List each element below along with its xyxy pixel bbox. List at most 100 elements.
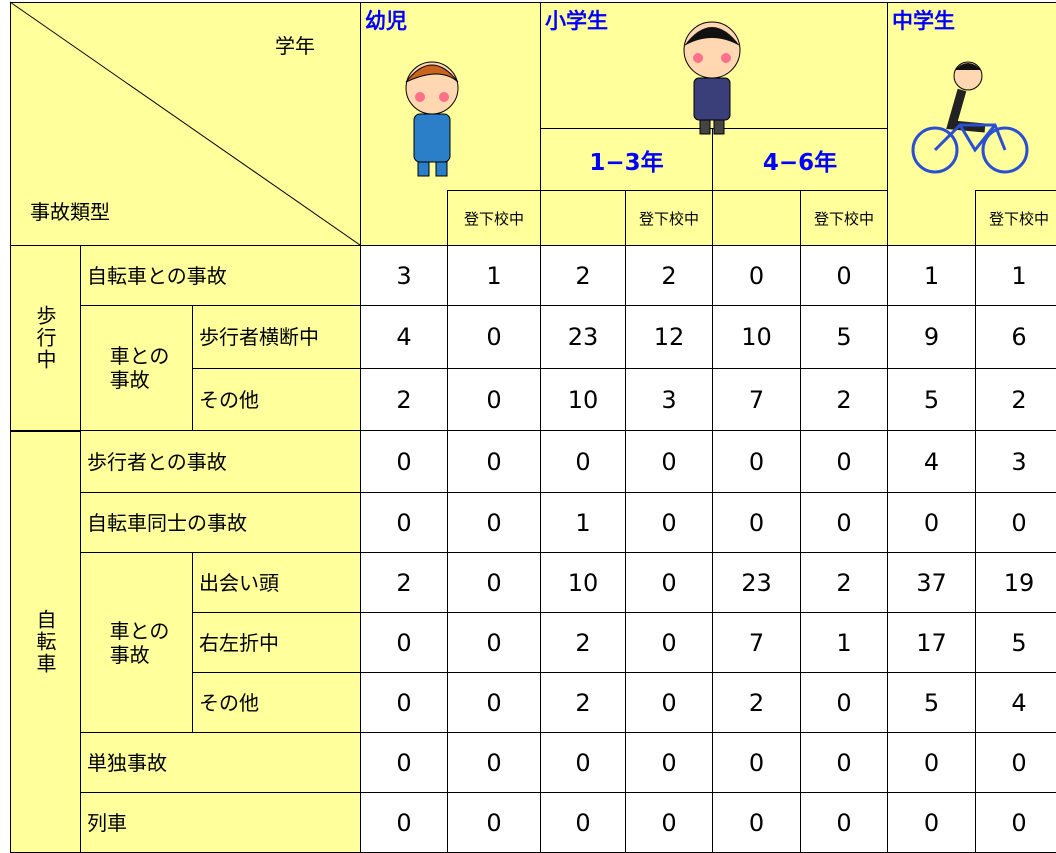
value-cell: 19 [975,552,1056,613]
value-cell: 6 [975,305,1056,369]
value-cell: 2 [540,672,626,733]
value-cell: 0 [447,672,541,733]
value-cell: 2 [540,612,626,673]
section-label: 自転車 [10,430,81,853]
grade-label: 学年 [275,34,315,58]
value-cell: 23 [712,552,801,613]
value-cell: 0 [800,492,888,553]
value-cell: 0 [360,732,448,793]
value-cell: 0 [975,732,1056,793]
row-label: 自転車同士の事故 [80,492,361,553]
value-cell: 5 [887,368,976,431]
value-cell: 0 [887,492,976,553]
value-cell: 0 [712,792,801,853]
value-cell: 1 [540,492,626,553]
value-cell: 4 [887,430,976,493]
value-cell: 0 [712,732,801,793]
value-cell: 0 [360,430,448,493]
value-cell: 0 [887,792,976,853]
row-label: 歩行者横断中 [192,305,361,369]
value-cell: 0 [625,792,713,853]
value-cell: 0 [540,430,626,493]
value-cell: 1 [447,245,541,306]
group-header: 小学生 [540,2,888,129]
value-cell: 2 [360,552,448,613]
value-cell: 2 [540,245,626,306]
value-cell: 3 [360,245,448,306]
value-cell: 0 [800,672,888,733]
value-cell: 9 [887,305,976,369]
value-cell: 0 [540,792,626,853]
value-cell: 2 [360,368,448,431]
value-cell: 0 [447,612,541,673]
value-cell: 0 [540,732,626,793]
value-cell: 0 [712,492,801,553]
value-cell: 0 [360,672,448,733]
value-cell: 0 [360,612,448,673]
value-cell: 0 [800,430,888,493]
section-label: 歩行中 [10,245,81,431]
value-cell: 0 [360,792,448,853]
row-label: その他 [192,672,361,733]
value-cell: 0 [625,732,713,793]
value-cell: 10 [540,552,626,613]
row-label: 歩行者との事故 [80,430,361,493]
value-cell: 4 [975,672,1056,733]
value-cell: 0 [447,792,541,853]
row-label: 自転車との事故 [80,245,361,306]
commute-header: 登下校中 [447,190,541,246]
value-cell: 2 [712,672,801,733]
group-label: 車との 事故 [80,305,193,431]
commute-header: 登下校中 [625,190,713,246]
grade-header: 1−3年 [540,128,713,191]
value-cell: 12 [625,305,713,369]
value-cell: 0 [887,732,976,793]
value-cell: 0 [447,492,541,553]
value-cell: 37 [887,552,976,613]
value-cell: 10 [540,368,626,431]
value-cell: 0 [712,430,801,493]
value-cell: 17 [887,612,976,673]
value-cell: 0 [800,245,888,306]
value-cell: 5 [800,305,888,369]
value-cell: 1 [800,612,888,673]
value-cell: 0 [800,732,888,793]
value-cell: 10 [712,305,801,369]
value-cell: 0 [447,552,541,613]
value-cell: 0 [447,305,541,369]
value-cell: 3 [975,430,1056,493]
value-cell: 7 [712,612,801,673]
value-cell: 0 [447,368,541,431]
accident-type-label: 事故類型 [30,200,110,224]
value-cell: 2 [800,368,888,431]
row-label: 単独事故 [80,732,361,793]
value-cell: 0 [447,430,541,493]
commute-header: 登下校中 [975,190,1056,246]
value-cell: 0 [625,430,713,493]
value-cell: 0 [360,492,448,553]
value-cell: 0 [800,792,888,853]
value-cell: 0 [625,672,713,733]
value-cell: 0 [625,492,713,553]
value-cell: 2 [975,368,1056,431]
value-cell: 7 [712,368,801,431]
grade-header: 4−6年 [712,128,888,191]
value-cell: 23 [540,305,626,369]
value-cell: 5 [887,672,976,733]
group-label: 車との 事故 [80,552,193,733]
row-label: その他 [192,368,361,431]
value-cell: 5 [975,612,1056,673]
row-label: 出会い頭 [192,552,361,613]
row-label: 列車 [80,792,361,853]
value-cell: 0 [712,245,801,306]
value-cell: 0 [975,792,1056,853]
value-cell: 0 [975,492,1056,553]
value-cell: 1 [975,245,1056,306]
commute-header: 登下校中 [800,190,888,246]
value-cell: 2 [625,245,713,306]
value-cell: 3 [625,368,713,431]
value-cell: 2 [800,552,888,613]
value-cell: 0 [447,732,541,793]
value-cell: 1 [887,245,976,306]
